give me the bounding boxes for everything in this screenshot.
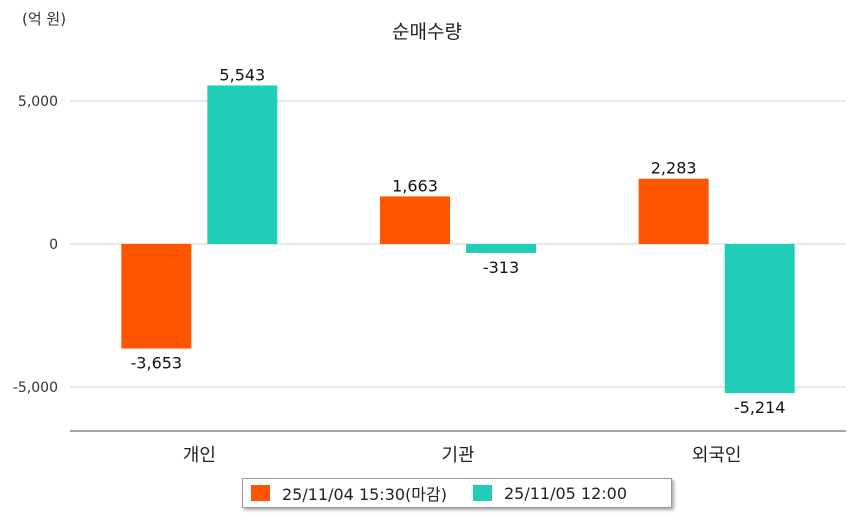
unit-label: (억 원) bbox=[22, 10, 67, 28]
legend-swatch-series-1 bbox=[251, 485, 270, 501]
data-label: -313 bbox=[483, 258, 519, 277]
x-tick-label: 외국인 bbox=[692, 445, 742, 466]
legend-swatch-series-2 bbox=[472, 485, 492, 501]
bar bbox=[121, 244, 192, 349]
legend: 25/11/04 15:30(마감) 25/11/05 12:00 bbox=[242, 478, 672, 508]
y-tick-label: 5,000 bbox=[18, 94, 58, 110]
bar bbox=[380, 196, 450, 244]
y-tick-label: -5,000 bbox=[13, 380, 58, 396]
data-label: 2,283 bbox=[651, 159, 697, 178]
legend-label-series-1: 25/11/04 15:30(마감) bbox=[282, 485, 447, 504]
y-tick-label: 0 bbox=[49, 237, 58, 253]
legend-item-series-2[interactable]: 25/11/05 12:00 bbox=[472, 483, 628, 503]
legend-label-series-2: 25/11/05 12:00 bbox=[503, 483, 628, 503]
data-label: -3,653 bbox=[131, 353, 183, 372]
x-tick-label: 기관 bbox=[441, 445, 474, 466]
x-tick-label: 개인 bbox=[183, 445, 216, 466]
data-label: 5,543 bbox=[219, 65, 265, 84]
chart-title: 순매수량 bbox=[392, 21, 462, 43]
bar bbox=[638, 178, 709, 244]
bar bbox=[207, 85, 278, 244]
data-label: -5,214 bbox=[734, 398, 786, 417]
legend-item-series-1[interactable]: 25/11/04 15:30(마감) bbox=[251, 481, 447, 505]
bar bbox=[466, 244, 536, 253]
data-label: 1,663 bbox=[392, 176, 438, 195]
bar bbox=[724, 244, 795, 394]
